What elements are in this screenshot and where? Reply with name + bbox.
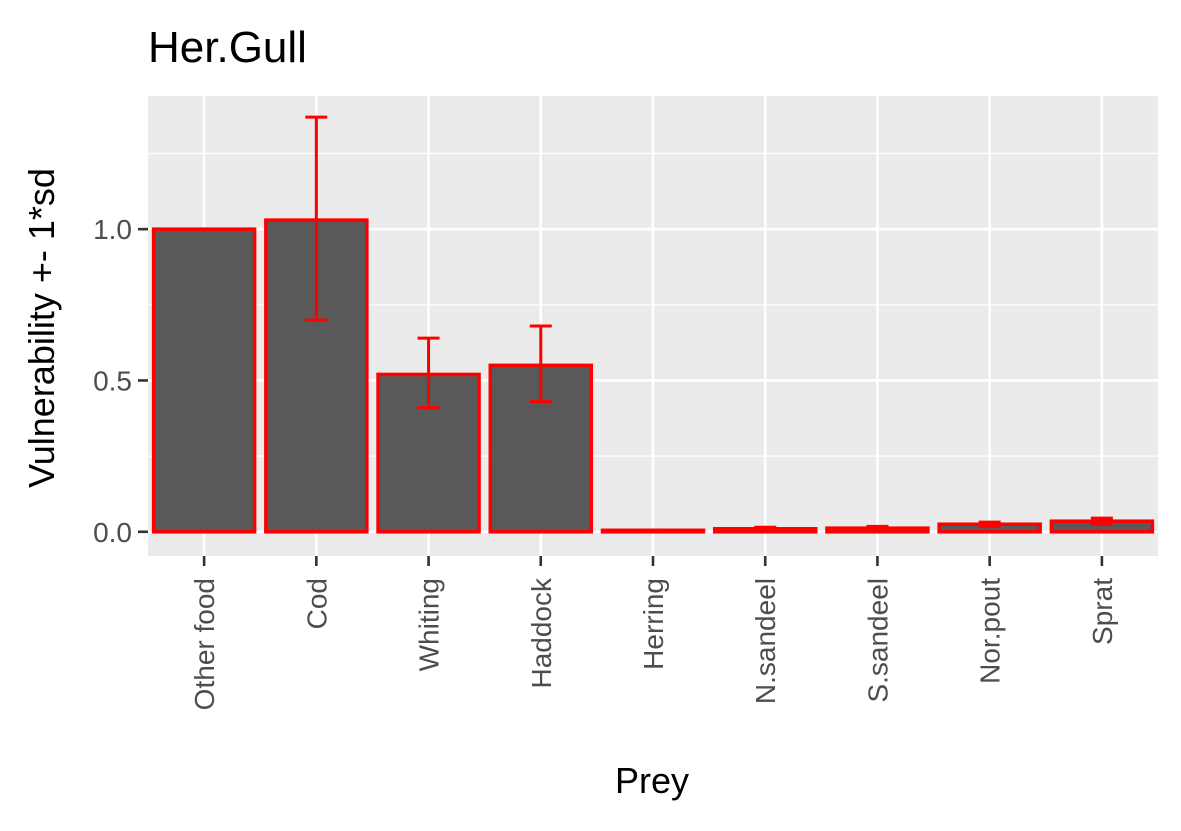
y-axis: 0.0 0.5 1.0 xyxy=(93,214,148,548)
x-axis: Other food Cod Whiting Haddock Herring N.sand… xyxy=(189,556,1118,710)
error-bars xyxy=(193,115,1113,533)
error-bar xyxy=(1090,516,1113,526)
error-bar xyxy=(417,336,440,410)
error-bar xyxy=(305,115,328,322)
bar xyxy=(151,227,257,534)
error-bar xyxy=(978,520,1001,528)
y-axis-title: Vulnerability +- 1*sd xyxy=(21,168,62,488)
error-bar xyxy=(866,524,889,532)
error-bar xyxy=(529,324,552,404)
y-tick-label: 0.0 xyxy=(93,517,132,548)
x-tick-label: Whiting xyxy=(414,578,445,671)
error-bar xyxy=(642,528,664,533)
x-tick-label: Other food xyxy=(189,578,220,710)
y-tick-label: 1.0 xyxy=(93,214,132,245)
x-tick-label: N.sandeel xyxy=(750,578,781,704)
x-tick-label: Herring xyxy=(638,578,669,670)
x-tick-label: Cod xyxy=(301,578,332,629)
y-tick-label: 0.5 xyxy=(93,365,132,396)
x-tick-label: Nor.pout xyxy=(975,578,1006,684)
x-axis-title: Prey xyxy=(615,760,689,801)
chart-title: Her.Gull xyxy=(148,23,307,72)
x-tick-label: Haddock xyxy=(526,577,557,689)
x-tick-label: S.sandeel xyxy=(862,578,893,703)
error-bar xyxy=(754,525,777,532)
x-tick-label: Sprat xyxy=(1087,578,1118,645)
